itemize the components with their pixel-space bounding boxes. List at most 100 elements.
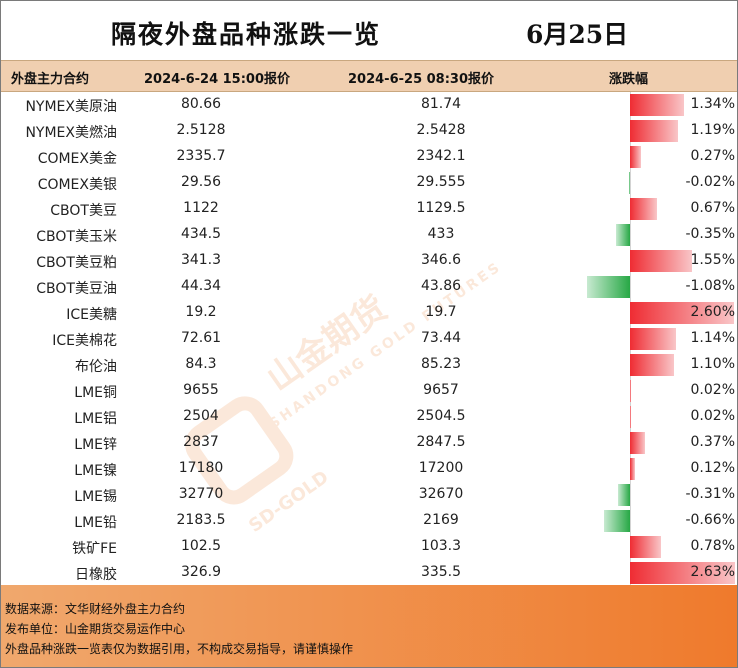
cell-name: LME镍 — [74, 463, 117, 479]
header-col1: 2024-6-24 15:00报价 — [144, 72, 291, 87]
cell-price-prev: 434.5 — [180, 226, 222, 242]
cell-price-prev: 341.3 — [180, 252, 222, 268]
change-bar — [616, 224, 630, 246]
cell-name: LME锌 — [74, 437, 117, 453]
table-row: ICE美棉花 72.61 73.44 1.14% — [1, 326, 737, 352]
cell-name: NYMEX美原油 — [25, 99, 117, 115]
cell-change-pct: 0.27% — [690, 148, 735, 164]
cell-price-prev: 2837 — [183, 434, 219, 450]
change-bar — [630, 328, 676, 350]
cell-price-prev: 44.34 — [180, 278, 222, 294]
cell-name: CBOT美玉米 — [36, 229, 117, 245]
cell-price-prev: 2183.5 — [176, 512, 226, 528]
change-bar — [630, 250, 692, 272]
cell-price-now: 73.44 — [420, 330, 462, 346]
cell-price-prev: 72.61 — [180, 330, 222, 346]
cell-change-pct: 1.10% — [690, 356, 735, 372]
footer-disclaimer: 外盘品种涨跌一览表仅为数据引用，不构成交易指导，请谨慎操作 — [5, 642, 354, 656]
change-bar — [630, 198, 657, 220]
cell-change-pct: 0.67% — [690, 200, 735, 216]
table-row: LME铅 2183.5 2169 -0.66% — [1, 508, 737, 534]
footer: 数据来源：文华财经外盘主力合约 发布单位：山金期货交易运作中心 外盘品种涨跌一览… — [1, 585, 737, 667]
cell-change-pct: -0.02% — [685, 174, 735, 190]
change-bar — [586, 276, 630, 298]
change-bar — [630, 302, 734, 324]
footer-source: 数据来源：文华财经外盘主力合约 — [5, 602, 186, 616]
table-row: CBOT美豆 1122 1129.5 0.67% — [1, 196, 737, 222]
cell-name: COMEX美金 — [37, 151, 117, 167]
change-bar — [629, 172, 630, 194]
cell-price-prev: 84.3 — [185, 356, 217, 372]
cell-price-prev: 326.9 — [180, 564, 222, 580]
cell-price-prev: 29.56 — [180, 174, 222, 190]
cell-price-prev: 2504 — [183, 408, 219, 424]
change-bar — [603, 510, 630, 532]
cell-change-pct: 2.60% — [690, 304, 735, 320]
cell-name: LME铜 — [74, 385, 117, 401]
cell-change-pct: -0.66% — [685, 512, 735, 528]
header-change: 涨跌幅 — [609, 72, 649, 87]
table-row: CBOT美玉米 434.5 433 -0.35% — [1, 222, 737, 248]
cell-name: CBOT美豆油 — [36, 281, 117, 297]
cell-change-pct: 0.02% — [690, 408, 735, 424]
change-bar — [630, 458, 635, 480]
table-row: NYMEX美燃油 2.5128 2.5428 1.19% — [1, 118, 737, 144]
cell-price-prev: 17180 — [178, 460, 224, 476]
cell-price-now: 103.3 — [420, 538, 462, 554]
cell-name: ICE美糖 — [66, 307, 117, 323]
cell-change-pct: 1.34% — [690, 96, 735, 112]
cell-price-prev: 32770 — [178, 486, 224, 502]
cell-name: COMEX美银 — [37, 177, 117, 193]
cell-price-now: 85.23 — [420, 356, 462, 372]
table-row: CBOT美豆粕 341.3 346.6 1.55% — [1, 248, 737, 274]
table-row: LME铜 9655 9657 0.02% — [1, 378, 737, 404]
cell-price-now: 19.7 — [425, 304, 457, 320]
cell-change-pct: 1.55% — [690, 252, 735, 268]
table-row: COMEX美银 29.56 29.555 -0.02% — [1, 170, 737, 196]
cell-change-pct: 0.02% — [690, 382, 735, 398]
cell-price-prev: 102.5 — [180, 538, 222, 554]
footer-publisher: 发布单位：山金期货交易运作中心 — [5, 622, 186, 636]
cell-price-prev: 80.66 — [180, 96, 222, 112]
cell-price-now: 2169 — [423, 512, 459, 528]
cell-name: LME锡 — [74, 489, 117, 505]
table-row: 布伦油 84.3 85.23 1.10% — [1, 352, 737, 378]
cell-change-pct: 1.19% — [690, 122, 735, 138]
cell-price-prev: 2.5128 — [176, 122, 226, 138]
table-row: LME镍 17180 17200 0.12% — [1, 456, 737, 482]
table-row: NYMEX美原油 80.66 81.74 1.34% — [1, 92, 737, 118]
cell-name: CBOT美豆 — [50, 203, 117, 219]
table-row: LME锡 32770 32670 -0.31% — [1, 482, 737, 508]
table-row: 铁矿FE 102.5 103.3 0.78% — [1, 534, 737, 560]
change-bar — [630, 536, 662, 558]
cell-name: LME铅 — [74, 515, 117, 531]
table-row: ICE美糖 19.2 19.7 2.60% — [1, 300, 737, 326]
cell-change-pct: 2.63% — [690, 564, 735, 580]
cell-change-pct: -1.08% — [685, 278, 735, 294]
cell-change-pct: 0.37% — [690, 434, 735, 450]
table-row: LME铝 2504 2504.5 0.02% — [1, 404, 737, 430]
cell-change-pct: 1.14% — [690, 330, 735, 346]
page-title: 隔夜外盘品种涨跌一览 — [111, 20, 382, 49]
cell-name: 布伦油 — [75, 359, 117, 375]
cell-price-prev: 1122 — [183, 200, 219, 216]
cell-name: CBOT美豆粕 — [36, 255, 117, 271]
cell-change-pct: -0.35% — [685, 226, 735, 242]
cell-price-now: 2342.1 — [416, 148, 466, 164]
cell-name: 日橡胶 — [75, 567, 117, 583]
cell-price-now: 346.6 — [420, 252, 462, 268]
cell-name: 铁矿FE — [72, 541, 117, 557]
cell-price-now: 17200 — [418, 460, 464, 476]
cell-price-now: 81.74 — [420, 96, 462, 112]
cell-name: LME铝 — [74, 411, 117, 427]
change-bar — [630, 432, 645, 454]
cell-price-prev: 19.2 — [185, 304, 217, 320]
table-row: LME锌 2837 2847.5 0.37% — [1, 430, 737, 456]
cell-change-pct: -0.31% — [685, 486, 735, 502]
change-bar — [630, 562, 735, 584]
cell-change-pct: 0.78% — [690, 538, 735, 554]
header-col2: 2024-6-25 08:30报价 — [348, 72, 495, 87]
cell-name: NYMEX美燃油 — [25, 125, 117, 141]
cell-price-now: 29.555 — [416, 174, 466, 190]
cell-price-now: 1129.5 — [416, 200, 466, 216]
